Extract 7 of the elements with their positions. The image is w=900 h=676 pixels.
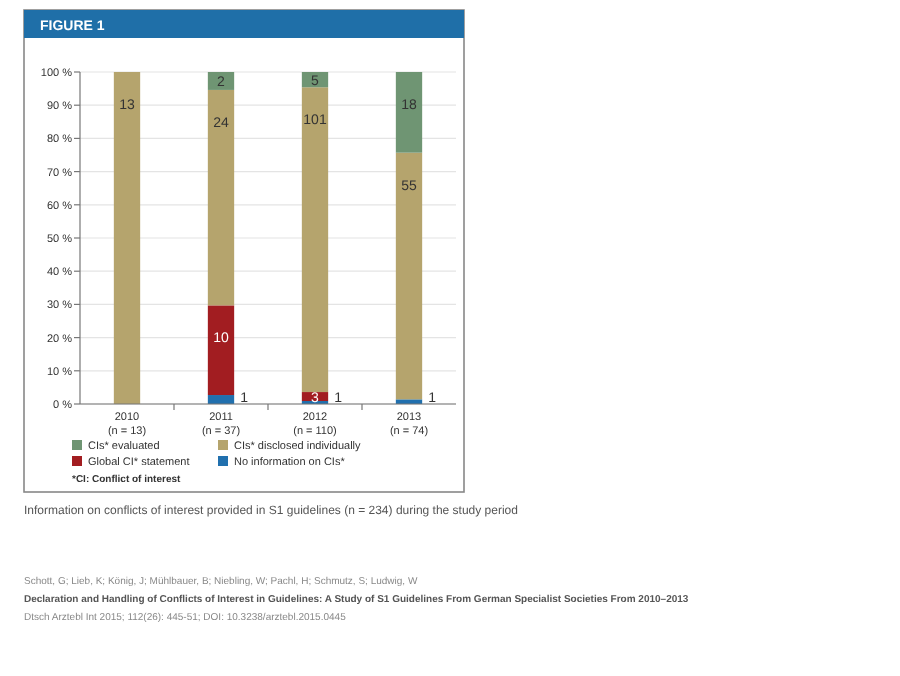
bar <box>207 305 235 396</box>
bar <box>113 72 141 404</box>
bar <box>207 72 235 90</box>
bar <box>395 152 423 400</box>
bar <box>301 87 329 393</box>
bar <box>395 72 423 153</box>
bar <box>207 89 235 306</box>
